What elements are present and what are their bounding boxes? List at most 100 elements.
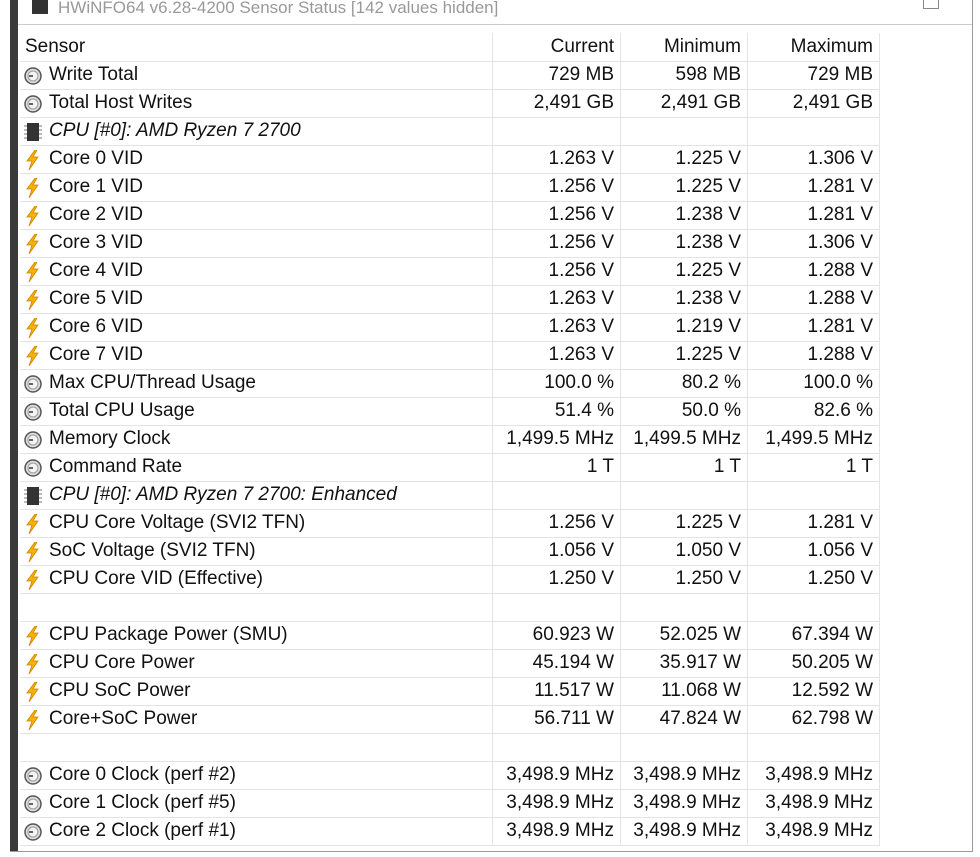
value-cell: 3,498.9 MHz: [748, 817, 880, 845]
value-cell: 2,491 GB: [621, 89, 748, 117]
sensor-icon: [24, 122, 42, 151]
value-cell: 1.238 V: [621, 285, 748, 313]
sensor-row: CPU Core Power 45.194 W 35.917 W 50.205 W: [20, 649, 880, 678]
group-row: CPU [#0]: AMD Ryzen 7 2700: Enhanced: [20, 481, 880, 510]
value-cell: [493, 733, 621, 761]
sensor-icon: [24, 569, 42, 599]
value-cell: [493, 593, 621, 621]
sensor-cell: Core 2 VID: [20, 201, 493, 229]
value-cell: 82.6 %: [748, 397, 880, 425]
sensor-name: CPU Core Voltage (SVI2 TFN): [49, 512, 306, 533]
sensor-cell: Max CPU/Thread Usage: [20, 369, 493, 397]
app-icon: [32, 0, 48, 14]
value-cell: 3,498.9 MHz: [493, 817, 621, 845]
sensor-cell: Total Host Writes: [20, 89, 493, 117]
sensor-name: Max CPU/Thread Usage: [49, 372, 256, 393]
value-cell: 50.0 %: [621, 397, 748, 425]
sensor-cell: CPU Package Power (SMU): [20, 621, 493, 649]
sensor-cell: Core 6 VID: [20, 313, 493, 341]
sensor-cell: Write Total: [20, 61, 493, 89]
sensor-row: Total CPU Usage 51.4 % 50.0 % 82.6 %: [20, 397, 880, 426]
sensor-row: Core 0 VID 1.263 V 1.225 V 1.306 V: [20, 145, 880, 174]
sensor-row: Core 0 Clock (perf #2) 3,498.9 MHz 3,498.9…: [20, 761, 880, 790]
sensor-icon: [24, 430, 42, 458]
value-cell: 1 T: [493, 453, 621, 481]
value-cell: 1.238 V: [621, 201, 748, 229]
value-cell: 1.250 V: [621, 565, 748, 593]
sensor-cell: Command Rate: [20, 453, 493, 481]
value-cell: 3,498.9 MHz: [748, 789, 880, 817]
sensor-cell: [20, 593, 493, 621]
sensor-row: Core 3 VID 1.256 V 1.238 V 1.306 V: [20, 229, 880, 258]
sensor-cell: Core 5 VID: [20, 285, 493, 313]
value-cell: [621, 733, 748, 761]
sensor-name: Core 6 VID: [49, 316, 143, 337]
value-cell: 729 MB: [493, 61, 621, 89]
frame: [972, 0, 973, 852]
sensor-icon: [24, 486, 42, 515]
sensor-cell: Core+SoC Power: [20, 705, 493, 733]
value-cell: 1.250 V: [493, 565, 621, 593]
sensor-icon: [24, 345, 42, 375]
window-button[interactable]: [923, 0, 939, 9]
sensor-row: Core 5 VID 1.263 V 1.238 V 1.288 V: [20, 285, 880, 314]
sensor-name: Write Total: [49, 64, 139, 85]
column-header[interactable]: Minimum: [621, 33, 748, 61]
value-cell: 1.288 V: [748, 257, 880, 285]
value-cell: 3,498.9 MHz: [621, 789, 748, 817]
sensor-name: Core 5 VID: [49, 288, 143, 309]
sensor-name: Total Host Writes: [49, 92, 193, 113]
value-cell: 1.256 V: [493, 173, 621, 201]
sensor-name: Command Rate: [49, 456, 183, 477]
value-cell: 35.917 W: [621, 649, 748, 677]
value-cell: 1.225 V: [621, 257, 748, 285]
sensor-icon: [24, 513, 42, 543]
sensor-cell: Core 0 VID: [20, 145, 493, 173]
sensor-icon: [24, 289, 42, 319]
value-cell: 60.923 W: [493, 621, 621, 649]
sensor-row: Core 1 Clock (perf #5) 3,498.9 MHz 3,498.9…: [20, 789, 880, 818]
value-cell: [748, 117, 880, 145]
column-header-text: Sensor: [25, 36, 86, 57]
sensor-icon: [24, 261, 42, 291]
blank-row: [20, 733, 880, 762]
value-cell: 3,498.9 MHz: [621, 817, 748, 845]
sensor-row: Core 2 VID 1.256 V 1.238 V 1.281 V: [20, 201, 880, 230]
value-cell: [621, 481, 748, 509]
column-header[interactable]: Sensor: [20, 33, 493, 61]
sensor-row: SoC Voltage (SVI2 TFN) 1.056 V 1.050 V 1.05…: [20, 537, 880, 566]
sensor-row: Memory Clock 1,499.5 MHz 1,499.5 MHz 1,499.…: [20, 425, 880, 454]
sensor-name: Core 7 VID: [49, 344, 143, 365]
value-cell: 1,499.5 MHz: [621, 425, 748, 453]
sensor-row: Core 6 VID 1.263 V 1.219 V 1.281 V: [20, 313, 880, 342]
value-cell: 1.263 V: [493, 313, 621, 341]
value-cell: 2,491 GB: [493, 89, 621, 117]
sensor-name: CPU [#0]: AMD Ryzen 7 2700: Enhanced: [49, 484, 397, 505]
value-cell: [493, 481, 621, 509]
sensor-name: Core 2 Clock (perf #1): [49, 820, 236, 841]
window-title: HWiNFO64 v6.28-4200 Sensor Status [142 v…: [58, 0, 499, 17]
sensor-icon: [24, 709, 42, 739]
sensor-icon: [24, 822, 42, 850]
column-header[interactable]: Current: [493, 33, 621, 61]
value-cell: 1.288 V: [748, 341, 880, 369]
value-cell: 1.281 V: [748, 173, 880, 201]
sensor-name: CPU SoC Power: [49, 680, 191, 701]
sensor-cell: Core 7 VID: [20, 341, 493, 369]
value-cell: 1.263 V: [493, 341, 621, 369]
sensor-row: Core 1 VID 1.256 V 1.225 V 1.281 V: [20, 173, 880, 202]
value-cell: [621, 593, 748, 621]
value-cell: 1.256 V: [493, 509, 621, 537]
column-header[interactable]: Maximum: [748, 33, 880, 61]
sensor-cell: Memory Clock: [20, 425, 493, 453]
sensor-cell: CPU Core Power: [20, 649, 493, 677]
sensor-cell: [20, 733, 493, 761]
sensor-cell: CPU [#0]: AMD Ryzen 7 2700: Enhanced: [20, 481, 493, 509]
value-cell: 1.250 V: [748, 565, 880, 593]
value-cell: [621, 117, 748, 145]
sensor-cell: CPU Core VID (Effective): [20, 565, 493, 593]
value-cell: 12.592 W: [748, 677, 880, 705]
sensor-name: Core 0 Clock (perf #2): [49, 764, 236, 785]
sensor-cell: CPU [#0]: AMD Ryzen 7 2700: [20, 117, 493, 145]
